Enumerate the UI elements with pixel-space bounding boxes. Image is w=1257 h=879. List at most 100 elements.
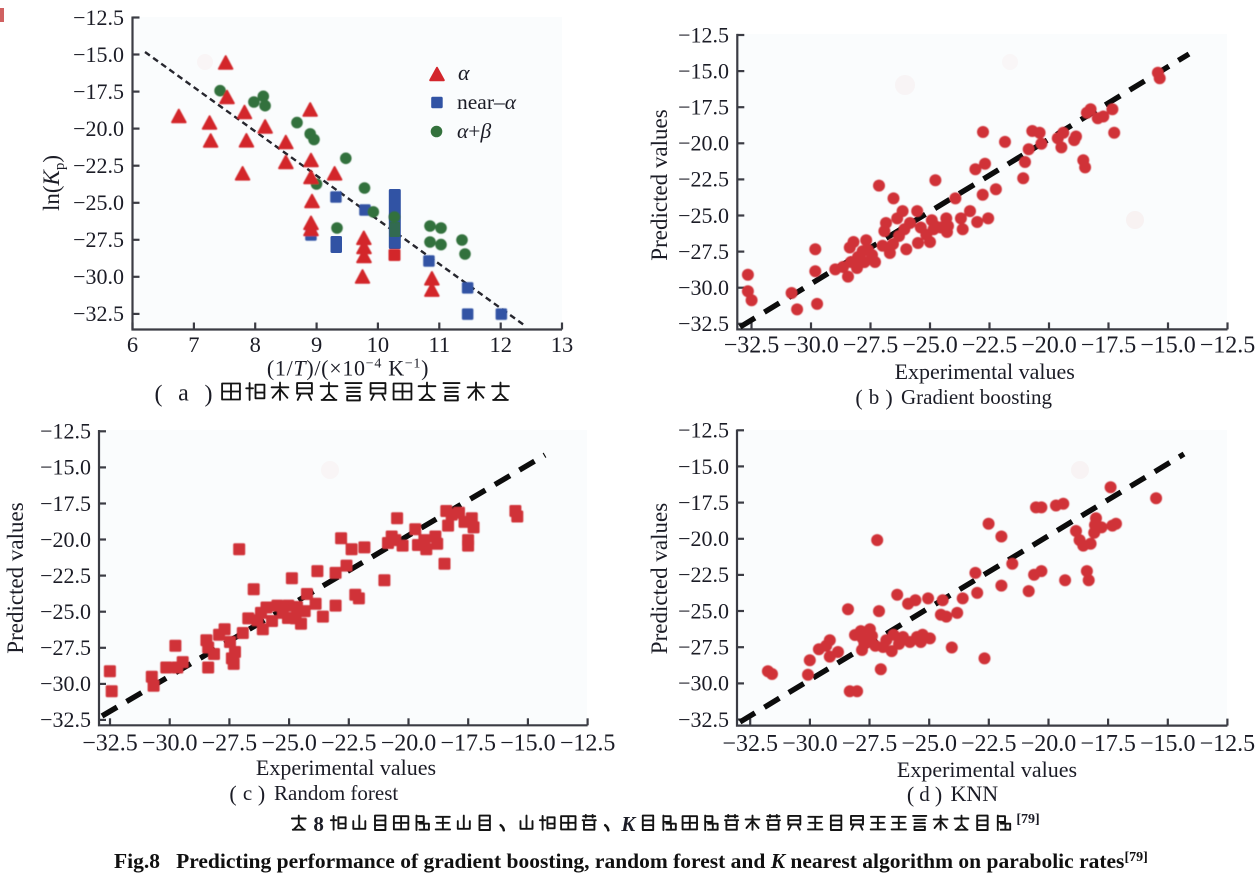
svg-text:−27.5: −27.5 (678, 239, 729, 264)
svg-text:−17.5: −17.5 (678, 95, 729, 120)
svg-text:8: 8 (250, 332, 261, 357)
svg-text:10: 10 (367, 332, 390, 357)
svg-text:−25.0: −25.0 (73, 190, 124, 215)
svg-text:−20.0: −20.0 (381, 731, 437, 757)
svg-text:): ) (205, 382, 213, 408)
svg-text:−22.5: −22.5 (73, 153, 124, 178)
svg-text:−17.5: −17.5 (40, 491, 91, 516)
svg-text:−17.5: −17.5 (73, 79, 124, 104)
svg-text:9: 9 (311, 332, 322, 357)
svg-text:−32.5: −32.5 (722, 731, 778, 757)
svg-text:Predicted values: Predicted values (647, 503, 672, 654)
svg-text:Fig.8 Predicting performance: Fig.8 Predicting performance of gradient… (114, 849, 1148, 873)
svg-text:−17.5: −17.5 (1081, 333, 1137, 359)
svg-text:−25.0: −25.0 (678, 203, 729, 228)
svg-text:8: 8 (313, 812, 324, 836)
svg-text:−12.5: −12.5 (73, 5, 124, 30)
svg-text:): ) (885, 385, 892, 410)
svg-text:−20.0: −20.0 (1021, 731, 1077, 757)
svg-text:12: 12 (489, 332, 512, 357)
svg-text:−15.0: −15.0 (40, 455, 91, 480)
svg-text:−27.5: −27.5 (40, 635, 91, 660)
svg-text:(: ( (855, 385, 862, 410)
svg-text:−15.0: −15.0 (500, 731, 556, 757)
svg-text:−20.0: −20.0 (678, 131, 729, 156)
svg-text:−22.5: −22.5 (678, 167, 729, 192)
svg-text:−30.0: −30.0 (783, 333, 839, 359)
svg-text:Gradient boosting: Gradient boosting (901, 385, 1053, 409)
svg-text:7: 7 (188, 332, 199, 357)
svg-text:−32.5: −32.5 (40, 707, 91, 732)
svg-text:−32.5: −32.5 (678, 311, 729, 336)
svg-text:−12.5: −12.5 (560, 731, 616, 757)
svg-text:Experimental values: Experimental values (897, 757, 1077, 782)
svg-text:−12.5: −12.5 (1200, 731, 1256, 757)
svg-text:Predicted values: Predicted values (647, 109, 672, 260)
svg-text:−25.0: −25.0 (902, 333, 958, 359)
svg-text:b: b (869, 385, 880, 409)
svg-text:−30.0: −30.0 (73, 264, 124, 289)
svg-text:): ) (935, 782, 942, 807)
svg-text:KNN: KNN (951, 781, 999, 806)
svg-text:a: a (178, 381, 189, 407)
svg-text:−27.5: −27.5 (842, 731, 898, 757)
svg-text:−17.5: −17.5 (678, 490, 729, 515)
svg-text:−32.5: −32.5 (73, 301, 124, 326)
svg-text:K: K (620, 812, 637, 836)
svg-text:−15.0: −15.0 (73, 42, 124, 67)
svg-text:−27.5: −27.5 (202, 731, 258, 757)
svg-text:−32.5: −32.5 (678, 707, 729, 732)
svg-text:[79]: [79] (1016, 812, 1039, 827)
svg-text:−25.0: −25.0 (40, 599, 91, 624)
svg-text:−27.5: −27.5 (678, 635, 729, 660)
svg-text:−15.0: −15.0 (1140, 333, 1196, 359)
svg-text:Random forest: Random forest (274, 781, 398, 805)
svg-text:−32.5: −32.5 (724, 333, 780, 359)
svg-text:−30.0: −30.0 (142, 731, 198, 757)
svg-text:−20.0: −20.0 (1021, 333, 1077, 359)
svg-text:−22.5: −22.5 (40, 563, 91, 588)
svg-text:−17.5: −17.5 (1080, 731, 1136, 757)
svg-text:α+β: α+β (457, 119, 491, 143)
svg-text:−30.0: −30.0 (40, 671, 91, 696)
svg-text:−15.0: −15.0 (678, 454, 729, 479)
svg-text:−27.5: −27.5 (843, 333, 899, 359)
svg-text:−25.0: −25.0 (261, 731, 317, 757)
svg-text:−12.5: −12.5 (678, 22, 729, 47)
svg-text:−22.5: −22.5 (961, 731, 1017, 757)
svg-text:d: d (919, 782, 930, 806)
svg-text:Experimental values: Experimental values (256, 755, 436, 780)
svg-text:−20.0: −20.0 (40, 527, 91, 552)
svg-text:−12.5: −12.5 (40, 419, 91, 444)
svg-text:(1/T)/(×10−4 K−1): (1/T)/(×10−4 K−1) (267, 356, 429, 381)
svg-text:−25.0: −25.0 (678, 598, 729, 623)
svg-text:−32.5: −32.5 (82, 731, 138, 757)
svg-text:11: 11 (428, 332, 450, 357)
svg-text:): ) (258, 781, 265, 806)
svg-text:Experimental values: Experimental values (895, 359, 1075, 384)
svg-text:13: 13 (551, 332, 574, 357)
svg-text:(: ( (907, 782, 914, 807)
svg-text:(: ( (229, 781, 236, 806)
svg-text:−17.5: −17.5 (440, 731, 496, 757)
svg-text:6: 6 (127, 332, 138, 357)
svg-text:α: α (458, 60, 470, 85)
svg-text:−22.5: −22.5 (962, 333, 1018, 359)
svg-text:Predicted values: Predicted values (3, 502, 28, 653)
svg-text:−12.5: −12.5 (678, 418, 729, 443)
svg-text:−22.5: −22.5 (321, 731, 377, 757)
svg-text:ln(Kp): ln(Kp) (39, 155, 68, 211)
svg-text:−30.0: −30.0 (678, 671, 729, 696)
svg-text:−30.0: −30.0 (782, 731, 838, 757)
svg-text:−15.0: −15.0 (1140, 731, 1196, 757)
svg-text:−22.5: −22.5 (678, 562, 729, 587)
svg-text:−25.0: −25.0 (901, 731, 957, 757)
svg-text:−20.0: −20.0 (73, 116, 124, 141)
svg-text:−20.0: −20.0 (678, 526, 729, 551)
svg-text:(: ( (155, 382, 163, 408)
svg-text:−30.0: −30.0 (678, 275, 729, 300)
svg-text:−27.5: −27.5 (73, 227, 124, 252)
svg-text:near–α: near–α (457, 90, 517, 114)
svg-text:c: c (243, 781, 252, 805)
svg-text:−15.0: −15.0 (678, 58, 729, 83)
